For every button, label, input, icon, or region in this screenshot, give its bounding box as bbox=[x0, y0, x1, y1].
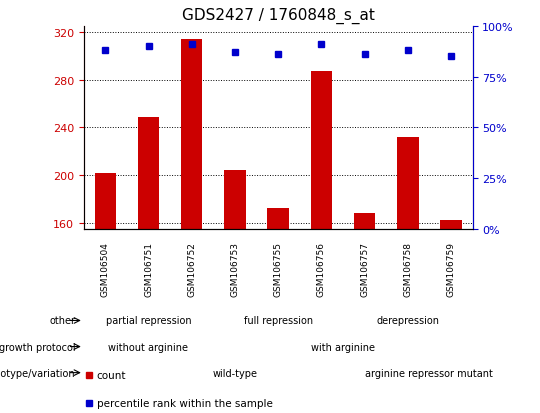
Text: GSM106758: GSM106758 bbox=[403, 241, 412, 296]
Text: partial repression: partial repression bbox=[106, 316, 191, 326]
Text: growth protocol: growth protocol bbox=[0, 342, 76, 352]
Text: with arginine: with arginine bbox=[311, 342, 375, 352]
Bar bbox=[94, 173, 116, 229]
Text: GSM106752: GSM106752 bbox=[187, 241, 196, 296]
Bar bbox=[138, 117, 159, 229]
Text: GSM106753: GSM106753 bbox=[231, 241, 239, 296]
Text: other: other bbox=[50, 316, 76, 326]
Text: GSM106757: GSM106757 bbox=[360, 241, 369, 296]
Bar bbox=[267, 209, 289, 229]
Text: arginine repressor mutant: arginine repressor mutant bbox=[366, 368, 493, 378]
Bar bbox=[224, 171, 246, 229]
Text: full repression: full repression bbox=[244, 316, 313, 326]
Title: GDS2427 / 1760848_s_at: GDS2427 / 1760848_s_at bbox=[181, 8, 375, 24]
Text: count: count bbox=[97, 370, 126, 380]
Text: wild-type: wild-type bbox=[212, 368, 258, 378]
Bar bbox=[310, 72, 332, 229]
Text: GSM106755: GSM106755 bbox=[274, 241, 282, 296]
Text: GSM106751: GSM106751 bbox=[144, 241, 153, 296]
Text: genotype/variation: genotype/variation bbox=[0, 368, 76, 378]
Text: GSM106759: GSM106759 bbox=[447, 241, 455, 296]
Text: without arginine: without arginine bbox=[109, 342, 188, 352]
Text: percentile rank within the sample: percentile rank within the sample bbox=[97, 399, 273, 408]
Text: GSM106756: GSM106756 bbox=[317, 241, 326, 296]
Bar bbox=[397, 138, 418, 229]
Bar bbox=[354, 214, 375, 229]
Bar bbox=[440, 221, 462, 229]
Text: derepression: derepression bbox=[376, 316, 439, 326]
Bar bbox=[181, 40, 202, 229]
Text: GSM106504: GSM106504 bbox=[101, 241, 110, 296]
